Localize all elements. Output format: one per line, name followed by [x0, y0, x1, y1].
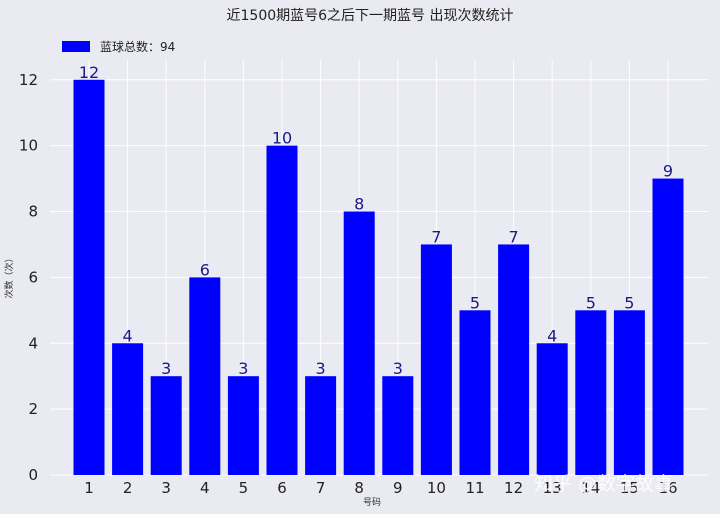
x-tick-label: 14 [581, 479, 600, 497]
bar [227, 376, 259, 475]
chart-title: 近1500期蓝号6之后下一期蓝号 出现次数统计 [227, 8, 514, 24]
x-tick-label: 6 [277, 479, 287, 497]
bar-value-label: 5 [470, 293, 480, 312]
y-axis-title: 次数（次） [3, 253, 15, 298]
bar [73, 79, 105, 475]
bar [343, 211, 375, 475]
bar [613, 310, 645, 475]
y-tick-label: 4 [28, 334, 38, 352]
bar-value-label: 4 [123, 326, 133, 345]
bars [73, 79, 684, 476]
y-tick-label: 8 [28, 203, 38, 221]
y-tick-labels: 0 2 4 6 8 10 12 [19, 71, 38, 484]
bar [575, 310, 607, 475]
x-tick-label: 11 [465, 479, 484, 497]
bar [459, 310, 491, 475]
bar-value-label: 3 [316, 359, 326, 378]
x-tick-label: 9 [393, 479, 403, 497]
bar-value-label: 3 [238, 359, 248, 378]
legend-swatch [62, 41, 90, 52]
bar-value-label: 9 [663, 162, 673, 181]
x-tick-label: 1 [84, 479, 94, 497]
x-tick-label: 4 [200, 479, 210, 497]
y-tick-label: 12 [19, 71, 38, 89]
x-tick-labels: 1 2 3 4 5 6 7 8 9 10 11 12 13 14 15 16 [84, 479, 677, 497]
y-tick-label: 10 [19, 137, 38, 155]
bar [112, 343, 144, 475]
x-tick-label: 7 [316, 479, 326, 497]
x-tick-label: 15 [620, 479, 639, 497]
watermark: 知乎 @数字故事 [534, 473, 673, 495]
bar [536, 343, 568, 475]
bar-value-label: 7 [509, 227, 519, 246]
bar-value-label: 7 [431, 227, 441, 246]
x-axis-title: 号码 [363, 497, 381, 508]
x-tick-label: 3 [161, 479, 171, 497]
bar [150, 376, 182, 475]
bar [382, 376, 414, 475]
bar-value-label: 12 [79, 63, 99, 82]
bar [266, 145, 298, 475]
bar [189, 277, 221, 475]
bar-value-label: 10 [272, 129, 292, 148]
legend-label: 蓝球总数：94 [100, 39, 175, 54]
bar [305, 376, 337, 475]
x-tick-label: 10 [427, 479, 446, 497]
x-tick-label: 5 [239, 479, 249, 497]
x-tick-label: 13 [543, 479, 562, 497]
bar-value-label: 8 [354, 195, 364, 214]
bar-value-label: 3 [161, 359, 171, 378]
x-tick-label: 16 [658, 479, 677, 497]
x-tick-label: 12 [504, 479, 523, 497]
x-tick-label: 8 [354, 479, 364, 497]
bar [498, 244, 530, 475]
y-tick-label: 6 [28, 268, 38, 286]
data-labels: 12 4 3 6 3 10 3 8 3 7 5 7 4 5 5 9 [79, 63, 673, 378]
bar-value-label: 5 [586, 293, 596, 312]
x-tick-label: 2 [123, 479, 133, 497]
bar-value-label: 4 [547, 326, 557, 345]
grid [50, 60, 708, 476]
legend: 蓝球总数：94 [62, 39, 175, 54]
bar [652, 178, 684, 476]
bar [420, 244, 452, 475]
bar-value-label: 6 [200, 260, 210, 279]
bar-value-label: 3 [393, 359, 403, 378]
y-tick-label: 0 [28, 466, 38, 484]
y-tick-label: 2 [28, 400, 38, 418]
bar-value-label: 5 [624, 293, 634, 312]
